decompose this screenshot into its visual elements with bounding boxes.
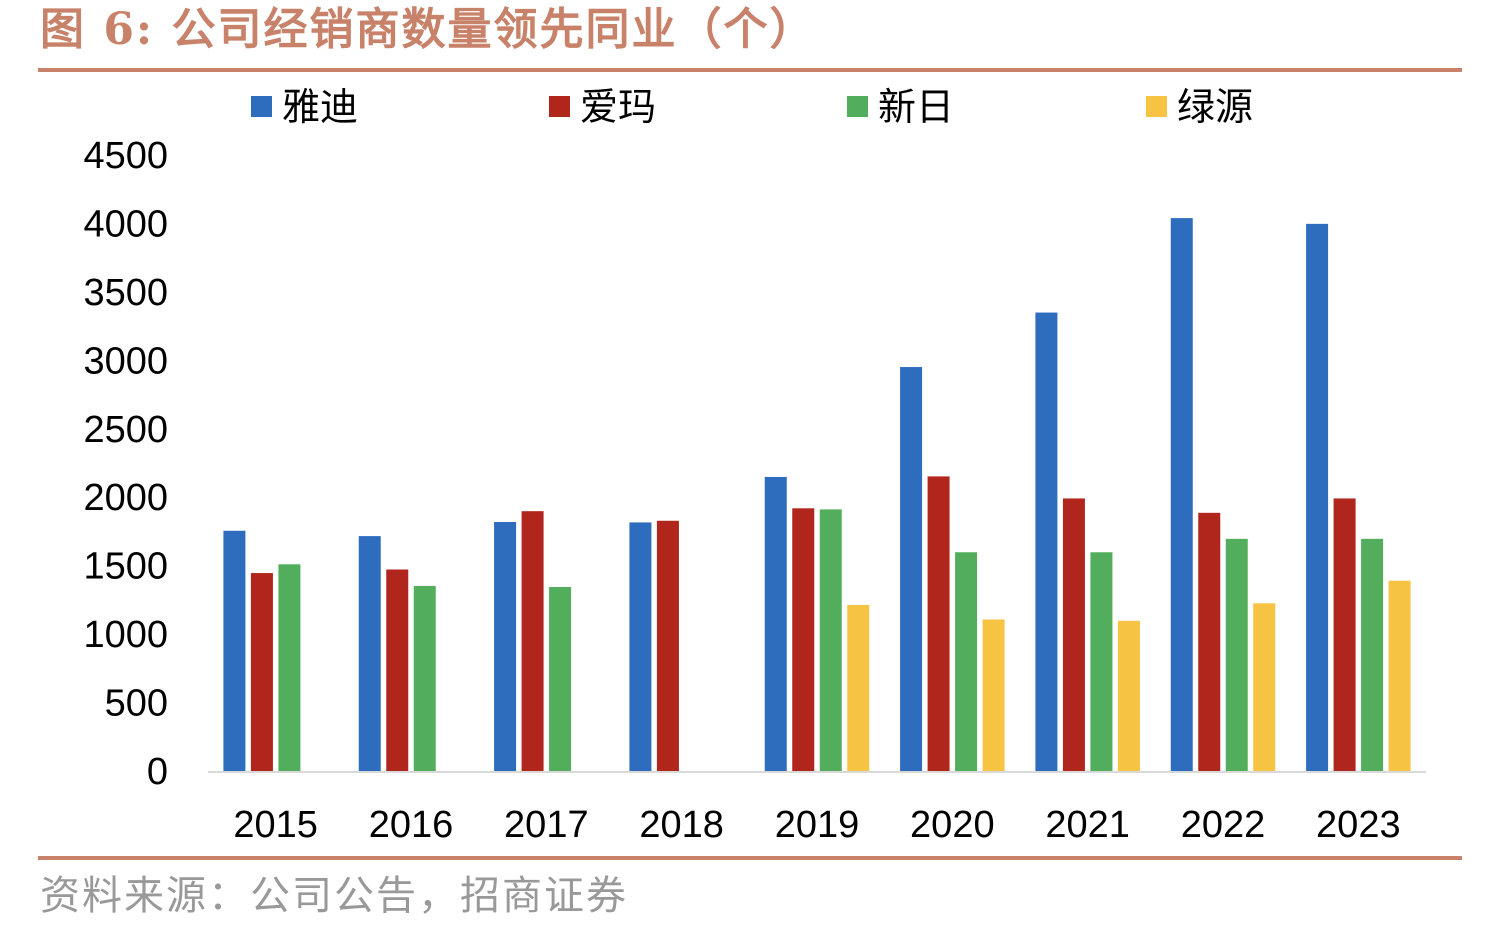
bar-2020-3 <box>982 619 1005 771</box>
legend-label: 新日 <box>878 85 954 129</box>
x-tick-label: 2020 <box>910 804 995 846</box>
bar-2021-0 <box>1035 312 1058 771</box>
title-divider <box>38 68 1462 72</box>
bar-2015-2 <box>278 564 301 771</box>
bar-2015-1 <box>250 573 273 771</box>
y-tick-label: 3000 <box>83 340 168 382</box>
bar-2021-1 <box>1062 498 1085 771</box>
bar-2018-0 <box>629 522 652 771</box>
bar-2016-1 <box>386 569 409 771</box>
x-tick-label: 2015 <box>233 804 318 846</box>
bar-2022-3 <box>1253 603 1276 771</box>
y-tick-label: 500 <box>105 683 168 725</box>
chart-legend: 雅迪 爱玛 新日 绿源 <box>251 85 1253 129</box>
x-tick-label: 2021 <box>1045 804 1130 846</box>
y-tick-label: 4000 <box>83 203 168 245</box>
legend-label: 爱玛 <box>580 85 656 129</box>
bar-2019-1 <box>792 508 815 771</box>
legend-swatch <box>549 96 570 117</box>
bar-2016-0 <box>358 536 381 771</box>
bar-2017-0 <box>494 521 517 771</box>
bar-2021-3 <box>1117 620 1140 771</box>
bar-2020-1 <box>927 476 950 771</box>
legend-swatch <box>1146 96 1167 117</box>
y-tick-label: 1500 <box>83 546 168 588</box>
y-tick-label: 0 <box>147 751 168 793</box>
legend-swatch <box>251 96 272 117</box>
bar-series <box>223 218 1411 772</box>
x-tick-label: 2019 <box>775 804 860 846</box>
legend-label: 雅迪 <box>282 85 358 129</box>
bar-2021-2 <box>1090 552 1113 771</box>
bar-2019-0 <box>764 476 787 771</box>
bar-2018-1 <box>656 520 679 771</box>
bar-2017-2 <box>549 587 572 771</box>
bar-2020-2 <box>955 552 978 771</box>
source-divider <box>38 856 1462 860</box>
y-tick-label: 2000 <box>83 477 168 519</box>
bar-2022-1 <box>1198 512 1221 771</box>
x-tick-label: 2018 <box>639 804 724 846</box>
y-tick-label: 1000 <box>83 614 168 656</box>
bar-2023-1 <box>1333 498 1356 771</box>
bar-2022-2 <box>1225 538 1248 771</box>
x-tick-label: 2022 <box>1181 804 1266 846</box>
x-axis: 2015 2016 2017 2018 2019 2020 2021 2022 2023 <box>208 771 1426 846</box>
y-tick-label: 4500 <box>83 135 168 177</box>
y-axis: 0 500 1000 1500 2000 2500 3000 3500 4000 4500 <box>83 135 168 793</box>
bar-2017-1 <box>521 511 544 771</box>
x-tick-label: 2016 <box>369 804 454 846</box>
x-tick-label: 2017 <box>504 804 589 846</box>
bar-2022-0 <box>1170 218 1193 771</box>
figure-title: 图 6: 公司经销商数量领先同业（个） <box>40 4 816 55</box>
x-tick-label: 2023 <box>1316 804 1401 846</box>
bar-2016-2 <box>413 585 436 771</box>
legend-label: 绿源 <box>1177 85 1253 129</box>
bar-2023-2 <box>1361 538 1384 771</box>
y-tick-label: 3500 <box>83 272 168 314</box>
bar-2015-0 <box>223 530 246 771</box>
bar-2020-0 <box>900 367 923 771</box>
bar-2019-3 <box>847 604 870 771</box>
bar-2023-3 <box>1388 580 1411 771</box>
bar-2019-2 <box>819 509 842 771</box>
source-note: 资料来源：公司公告，招商证券 <box>40 873 628 919</box>
bar-2023-0 <box>1306 223 1329 772</box>
legend-swatch <box>847 96 868 117</box>
y-tick-label: 2500 <box>83 409 168 451</box>
